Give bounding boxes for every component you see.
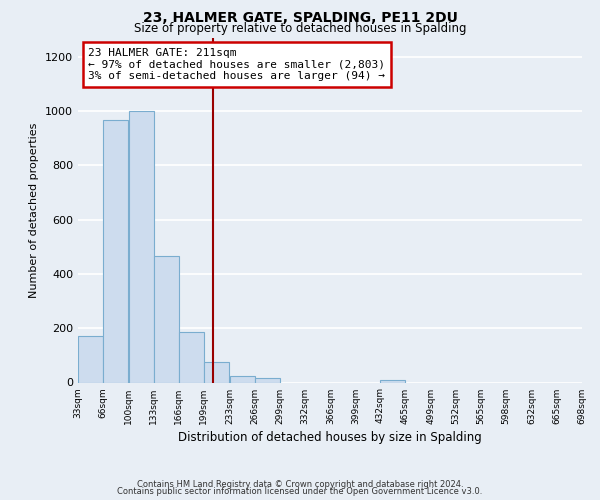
Bar [230, 376, 254, 382]
Bar [103, 120, 128, 382]
Text: Size of property relative to detached houses in Spalding: Size of property relative to detached ho… [134, 22, 466, 35]
Bar [204, 362, 229, 382]
Text: Contains public sector information licensed under the Open Government Licence v3: Contains public sector information licen… [118, 487, 482, 496]
Bar [380, 380, 406, 382]
Bar [154, 256, 179, 382]
Text: 23 HALMER GATE: 211sqm
← 97% of detached houses are smaller (2,803)
3% of semi-d: 23 HALMER GATE: 211sqm ← 97% of detached… [88, 48, 385, 81]
Text: 23, HALMER GATE, SPALDING, PE11 2DU: 23, HALMER GATE, SPALDING, PE11 2DU [143, 11, 457, 25]
Bar [78, 336, 103, 382]
Bar [129, 111, 154, 382]
Y-axis label: Number of detached properties: Number of detached properties [29, 122, 40, 298]
Text: Contains HM Land Registry data © Crown copyright and database right 2024.: Contains HM Land Registry data © Crown c… [137, 480, 463, 489]
Bar [179, 332, 204, 382]
X-axis label: Distribution of detached houses by size in Spalding: Distribution of detached houses by size … [178, 430, 482, 444]
Bar [254, 378, 280, 382]
